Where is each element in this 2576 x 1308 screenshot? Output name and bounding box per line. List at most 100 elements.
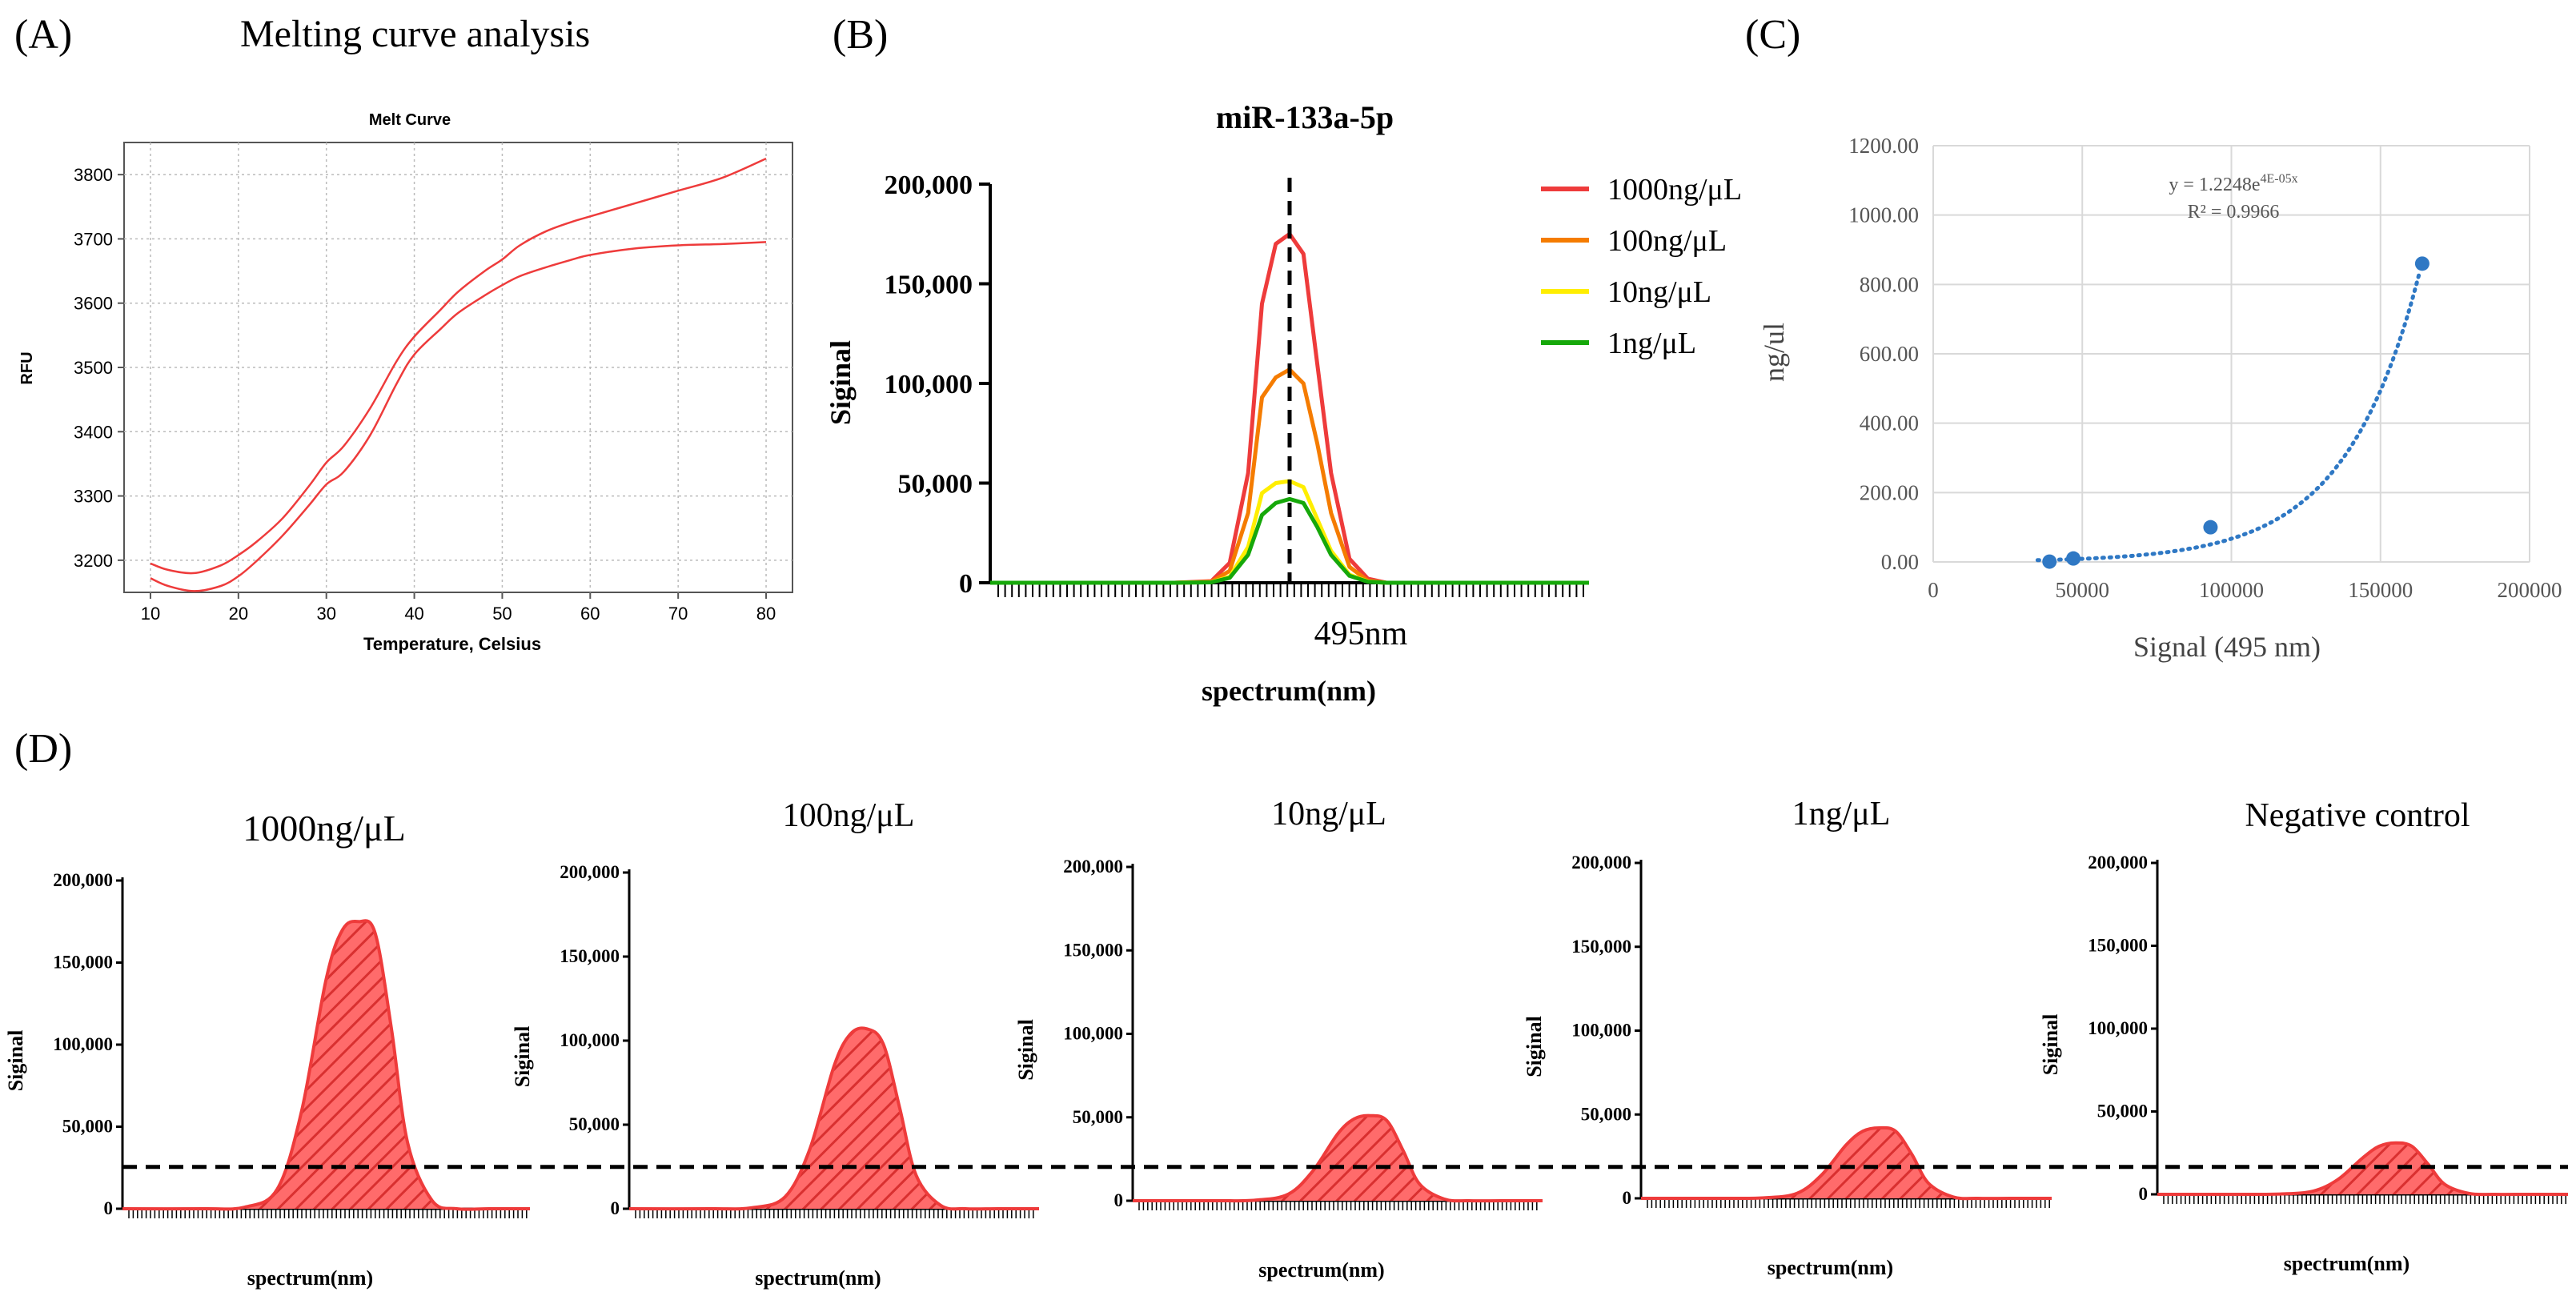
panel-ylabel: Siginal xyxy=(4,1030,27,1092)
panel-y-tick-label: 150,000 xyxy=(560,946,620,966)
melt-y-tick-label: 3700 xyxy=(74,229,113,249)
panel-ylabel: Siginal xyxy=(1014,1019,1037,1081)
spectrum-area-fill xyxy=(1133,1115,1543,1202)
spectrum-y-tick-label: 150,000 xyxy=(885,271,973,300)
concentration-panel-title: 100ng/μL xyxy=(783,797,915,834)
spectrum-area-outline xyxy=(1640,1125,2052,1201)
standard-y-tick-label: 1000.00 xyxy=(1848,203,1919,227)
panel-y-tick-label: 0 xyxy=(1114,1190,1124,1210)
melt-xlabel: Temperature, Celsius xyxy=(363,634,541,654)
concentration-panel-title: Negative control xyxy=(2245,797,2470,834)
panel-y-tick-label: 150,000 xyxy=(53,953,113,973)
standard-curve-chart: 0.00 200.00 400.00 600.00 800.00 1000.00 1200.… xyxy=(1758,134,2562,663)
spectrum-area-fill xyxy=(122,921,530,1210)
spectrum-area-fill xyxy=(629,1028,1039,1210)
melt-y-tick-label: 3400 xyxy=(74,422,113,442)
standard-y-tick-label: 1200.00 xyxy=(1848,134,1919,158)
panel-y-tick-label: 50,000 xyxy=(1073,1107,1123,1127)
melt-y-tick-label: 3500 xyxy=(74,358,113,378)
panel-y-tick-label: 100,000 xyxy=(1063,1024,1123,1044)
melt-curve-chart: 10 20 30 40 50 60 70 80 3200 3300 3400 3500 3600 3700… xyxy=(18,111,793,654)
melt-x-tick-label: 10 xyxy=(141,604,160,624)
panel-y-tick-label: 50,000 xyxy=(2097,1101,2148,1121)
trendline-r2: R² = 0.9966 xyxy=(2188,202,2280,223)
panel-y-tick-label: 200,000 xyxy=(2088,853,2148,873)
melt-x-tick-label: 40 xyxy=(404,604,423,624)
spectrum-area-outline xyxy=(122,919,530,1211)
standard-y-tick-label: 200.00 xyxy=(1860,480,1919,504)
spectrum-area-outline xyxy=(628,1026,1039,1211)
standard-x-tick-label: 200000 xyxy=(2498,578,2562,602)
concentration-panel: 100ng/μL 0 50,000 100,000 150,000 200,000 Sigi… xyxy=(511,797,1039,1290)
spectrum-y-tick-label: 0 xyxy=(959,569,973,599)
concentration-panel: 1ng/μL 0 50,000 100,000 150,000 200,000 Sigina… xyxy=(1523,796,2052,1279)
melt-title: Melt Curve xyxy=(369,111,451,129)
panel-y-tick-label: 150,000 xyxy=(1571,937,1631,957)
panel-y-tick-label: 200,000 xyxy=(560,862,620,882)
panel-y-tick-label: 0 xyxy=(611,1198,620,1218)
panel-y-tick-label: 200,000 xyxy=(53,870,113,890)
spectrum-series-line xyxy=(990,496,1589,585)
standard-x-tick-label: 150000 xyxy=(2348,578,2413,602)
melt-x-tick-label: 20 xyxy=(229,604,248,624)
panel-y-tick-label: 150,000 xyxy=(2088,936,2148,956)
melt-y-tick-label: 3800 xyxy=(74,165,113,185)
panel-xlabel: spectrum(nm) xyxy=(247,1266,373,1290)
panel-label-d: (D) xyxy=(14,726,72,772)
standard-y-tick-label: 400.00 xyxy=(1860,411,1919,435)
panel-y-tick-label: 100,000 xyxy=(1571,1021,1631,1041)
spectrum-y-tick-label: 100,000 xyxy=(885,370,973,399)
spectrum-ylabel: Siginal xyxy=(825,340,857,425)
legend-label: 100ng/μL xyxy=(1607,224,1727,258)
legend-label: 10ng/μL xyxy=(1607,275,1711,309)
panel-y-tick-label: 100,000 xyxy=(560,1030,620,1050)
concentration-panel-title: 1ng/μL xyxy=(1792,796,1891,833)
panel-xlabel: spectrum(nm) xyxy=(1258,1258,1384,1282)
panel-y-tick-label: 200,000 xyxy=(1571,853,1631,873)
melt-y-tick-label: 3600 xyxy=(74,294,113,314)
spectrum-x-tick-495nm: 495nm xyxy=(1314,616,1408,652)
spectrum-y-tick-label: 50,000 xyxy=(898,470,973,500)
trendline-exponent: 4E-05x xyxy=(2261,172,2298,186)
standard-y-tick-label: 0.00 xyxy=(1881,550,1919,574)
concentration-panel: 10ng/μL 0 50,000 100,000 150,000 200,000 Sigin… xyxy=(1014,796,1543,1282)
panel-heading-a: Melting curve analysis xyxy=(240,13,590,55)
melt-y-tick-label: 3200 xyxy=(74,551,113,571)
standard-ylabel: ng/ul xyxy=(1758,323,1790,382)
melt-x-tick-label: 50 xyxy=(492,604,512,624)
spectrum-y-tick-label: 200,000 xyxy=(885,171,973,200)
panel-xlabel: spectrum(nm) xyxy=(755,1266,881,1290)
concentration-panels: 1000ng/μL 0 50,000 100,000 150,000 200,000 Sig… xyxy=(4,796,2568,1290)
legend-label: 1000ng/μL xyxy=(1607,173,1742,207)
panel-xlabel: spectrum(nm) xyxy=(1767,1256,1893,1279)
spectrum-area-outline xyxy=(2157,1141,2568,1197)
spectrum-area-fill xyxy=(1641,1127,2052,1199)
panel-y-tick-label: 200,000 xyxy=(1063,857,1123,877)
scatter-point xyxy=(2042,554,2057,569)
melt-x-tick-label: 80 xyxy=(756,604,776,624)
standard-x-tick-label: 100000 xyxy=(2199,578,2264,602)
standard-x-tick-label: 0 xyxy=(1928,578,1939,602)
spectrum-overlay-chart: miR-133a-5p 0 50,000 100,000 150,000 200,000… xyxy=(825,99,1742,707)
panel-ylabel: Siginal xyxy=(2039,1014,2062,1076)
panel-label-c: (C) xyxy=(1745,12,1800,58)
standard-x-tick-label: 50000 xyxy=(2056,578,2110,602)
concentration-panel: 1000ng/μL 0 50,000 100,000 150,000 200,000 Sig… xyxy=(4,808,530,1290)
legend-label: 1ng/μL xyxy=(1607,327,1696,360)
standard-y-tick-label: 800.00 xyxy=(1860,272,1919,296)
scatter-point xyxy=(2203,520,2218,535)
concentration-panel-title: 1000ng/μL xyxy=(243,808,406,849)
panel-y-tick-label: 0 xyxy=(104,1198,114,1218)
standard-xlabel: Signal (495 nm) xyxy=(2133,631,2321,663)
melt-x-tick-label: 60 xyxy=(580,604,600,624)
concentration-panel-title: 10ng/μL xyxy=(1271,796,1386,833)
panel-y-tick-label: 0 xyxy=(1623,1188,1632,1208)
panel-y-tick-label: 50,000 xyxy=(569,1114,620,1134)
standard-y-tick-label: 600.00 xyxy=(1860,342,1919,366)
panel-ylabel: Siginal xyxy=(511,1026,534,1088)
panel-y-tick-label: 50,000 xyxy=(62,1117,113,1137)
melt-curve-upper xyxy=(150,157,767,575)
melt-x-tick-label: 70 xyxy=(668,604,688,624)
spectrum-title: miR-133a-5p xyxy=(1216,99,1394,135)
